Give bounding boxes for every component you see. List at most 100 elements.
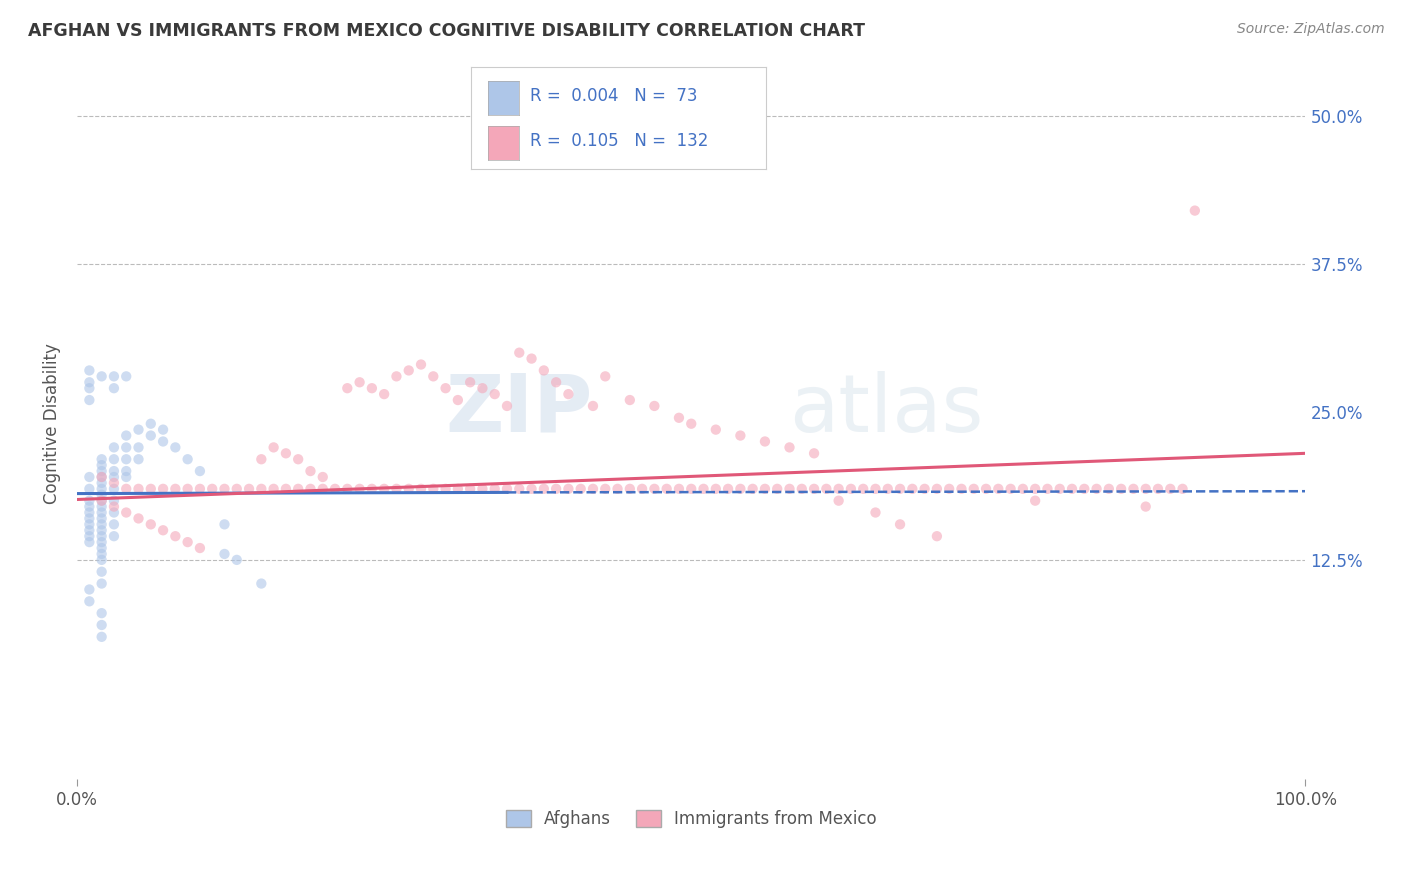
Point	[79, 511, 101, 525]
Point	[766, 482, 789, 496]
Point	[128, 452, 150, 467]
Point	[606, 482, 628, 496]
Point	[1184, 203, 1206, 218]
Point	[803, 482, 825, 496]
Point	[287, 482, 309, 496]
Point	[103, 493, 125, 508]
Point	[90, 482, 112, 496]
Point	[1073, 482, 1095, 496]
Point	[692, 482, 714, 496]
Point	[889, 517, 911, 532]
Point	[422, 369, 444, 384]
Point	[754, 434, 776, 449]
Point	[938, 482, 960, 496]
Point	[827, 482, 849, 496]
Point	[496, 399, 519, 413]
Point	[1135, 482, 1157, 496]
Point	[876, 482, 898, 496]
Point	[360, 381, 382, 395]
Point	[1171, 482, 1194, 496]
Point	[422, 482, 444, 496]
Point	[681, 417, 703, 431]
Point	[815, 482, 838, 496]
Point	[103, 452, 125, 467]
Point	[373, 482, 395, 496]
Point	[79, 381, 101, 395]
Point	[152, 423, 174, 437]
Point	[90, 493, 112, 508]
Point	[152, 434, 174, 449]
Point	[533, 363, 555, 377]
Point	[889, 482, 911, 496]
Point	[103, 441, 125, 455]
Point	[287, 452, 309, 467]
Point	[90, 547, 112, 561]
Point	[533, 482, 555, 496]
Point	[79, 500, 101, 514]
Point	[79, 392, 101, 407]
Point	[360, 482, 382, 496]
Point	[90, 630, 112, 644]
Point	[312, 470, 335, 484]
Point	[79, 523, 101, 537]
Point	[398, 363, 420, 377]
Point	[274, 482, 297, 496]
Point	[754, 482, 776, 496]
Point	[312, 482, 335, 496]
Point	[90, 458, 112, 472]
Point	[90, 553, 112, 567]
Point	[128, 423, 150, 437]
Point	[950, 482, 973, 496]
Point	[152, 523, 174, 537]
Point	[730, 482, 752, 496]
Point	[176, 452, 198, 467]
Point	[103, 482, 125, 496]
Point	[496, 482, 519, 496]
Point	[214, 517, 236, 532]
Point	[925, 529, 948, 543]
Point	[741, 482, 763, 496]
Point	[115, 369, 138, 384]
Point	[128, 482, 150, 496]
Point	[90, 535, 112, 549]
Point	[1159, 482, 1181, 496]
Point	[643, 482, 665, 496]
Point	[299, 464, 322, 478]
Point	[447, 392, 470, 407]
Text: AFGHAN VS IMMIGRANTS FROM MEXICO COGNITIVE DISABILITY CORRELATION CHART: AFGHAN VS IMMIGRANTS FROM MEXICO COGNITI…	[28, 22, 865, 40]
Point	[238, 482, 260, 496]
Point	[79, 582, 101, 597]
Point	[484, 482, 506, 496]
Point	[1024, 482, 1046, 496]
Point	[165, 441, 187, 455]
Point	[1122, 482, 1144, 496]
Legend: Afghans, Immigrants from Mexico: Afghans, Immigrants from Mexico	[499, 803, 883, 835]
Point	[704, 423, 727, 437]
Point	[631, 482, 654, 496]
Point	[349, 376, 371, 390]
Point	[914, 482, 936, 496]
Point	[214, 547, 236, 561]
Point	[115, 441, 138, 455]
Point	[115, 470, 138, 484]
Point	[103, 381, 125, 395]
Point	[90, 452, 112, 467]
Point	[409, 358, 432, 372]
Point	[115, 428, 138, 442]
Point	[103, 500, 125, 514]
Point	[90, 488, 112, 502]
Point	[1036, 482, 1059, 496]
Point	[704, 482, 727, 496]
Point	[90, 529, 112, 543]
Point	[447, 482, 470, 496]
Text: R =  0.105   N =  132: R = 0.105 N = 132	[530, 132, 709, 150]
Point	[655, 482, 678, 496]
Point	[1024, 493, 1046, 508]
Text: R =  0.004   N =  73: R = 0.004 N = 73	[530, 87, 697, 104]
Point	[90, 606, 112, 620]
Point	[250, 576, 273, 591]
Point	[668, 482, 690, 496]
Point	[582, 482, 605, 496]
Point	[139, 482, 162, 496]
Point	[619, 392, 641, 407]
